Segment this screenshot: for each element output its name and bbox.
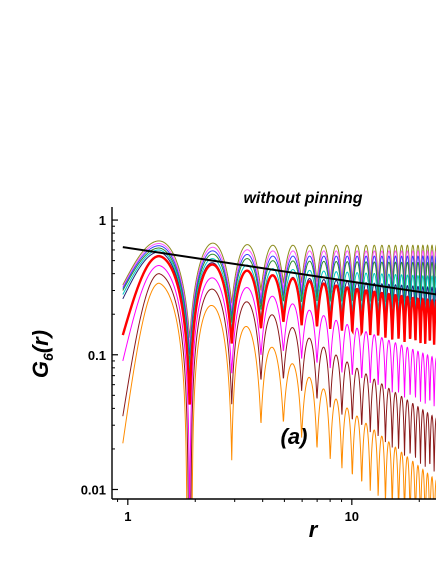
x-tick-label: 10 (345, 509, 359, 524)
series-line (121, 254, 436, 405)
series-line (122, 282, 436, 499)
y-axis-label: G6(r) (28, 330, 56, 378)
y-tick-label: 0.1 (88, 348, 106, 363)
x-axis-label: r (309, 517, 319, 542)
y-tick-label: 0.01 (81, 482, 106, 497)
axes-layer: 1 0.1 0.01 1 10 (81, 207, 436, 524)
y-axis-label-sub: 6 (40, 353, 56, 361)
y-axis-label-suffix: (r) (28, 330, 53, 353)
power-law-fit-line (122, 246, 436, 296)
series-line (122, 273, 436, 499)
series-line (122, 249, 436, 374)
fit-layer (122, 246, 436, 296)
x-tick-label: 1 (124, 509, 131, 524)
series-line (122, 264, 436, 499)
y-tick-label: 1 (99, 213, 106, 228)
panel-annotation: (a) (281, 424, 308, 449)
series-layer (121, 240, 436, 499)
y-axis-label-main: G (28, 361, 53, 378)
series-line (122, 247, 436, 364)
chart-title: without pinning (243, 190, 362, 207)
